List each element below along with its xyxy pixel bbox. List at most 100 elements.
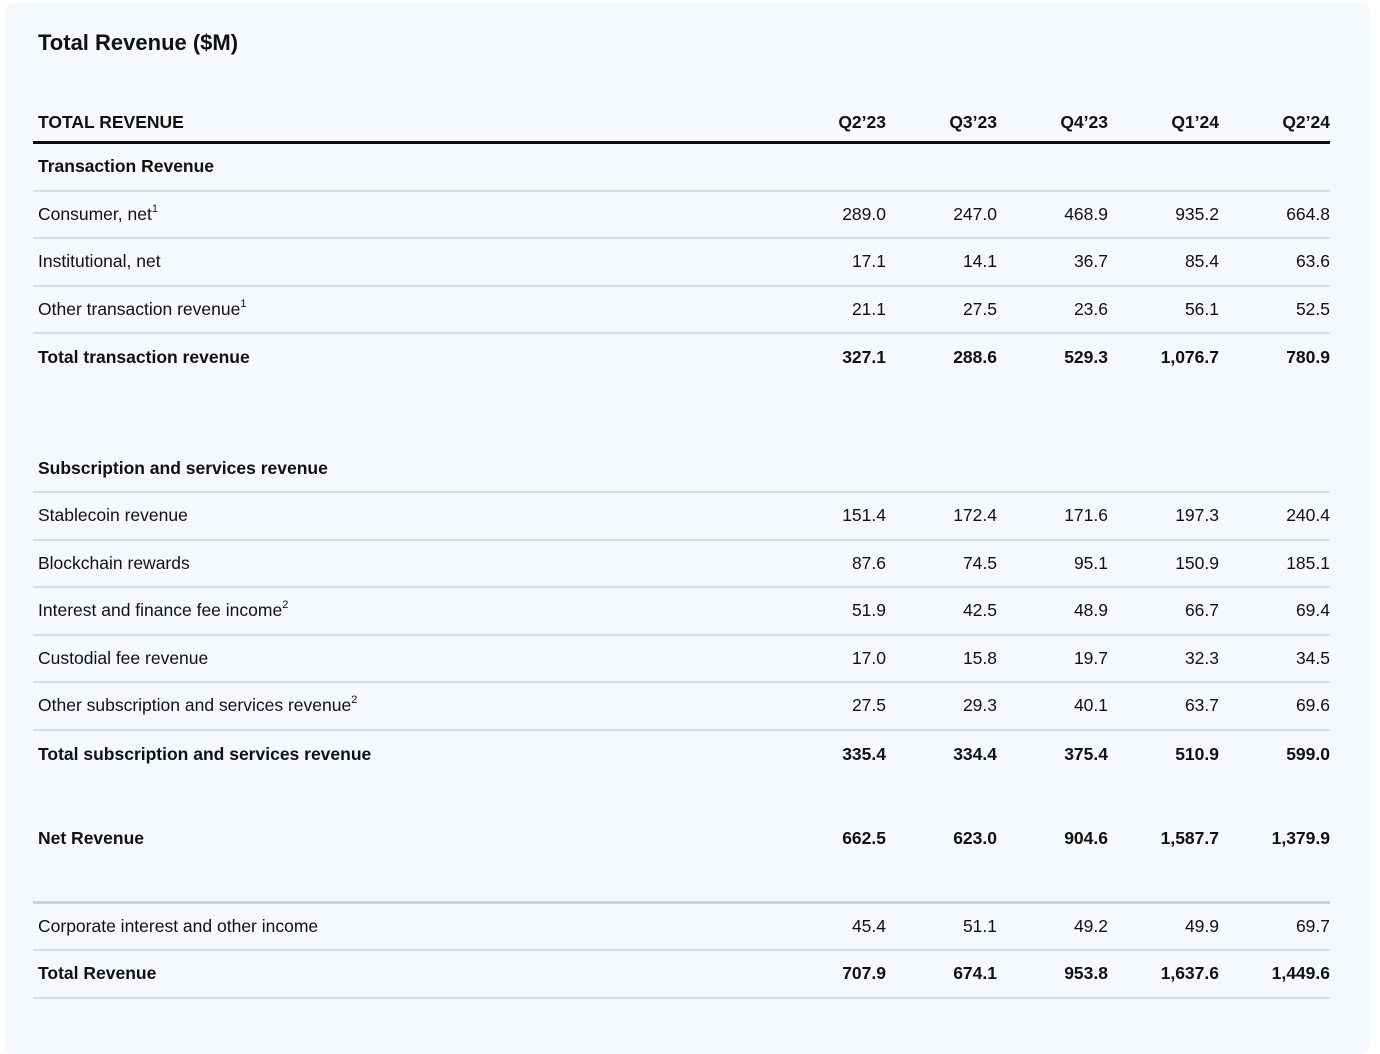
page-title: Total Revenue ($M) <box>38 30 239 55</box>
row-label: Transaction Revenue <box>38 156 215 177</box>
row-label: Total Revenue <box>38 963 157 984</box>
cell-value: 185.1 <box>1286 552 1330 573</box>
revenue-card: Total Revenue ($M) TOTAL REVENUE Q2’23 Q3… <box>5 3 1369 1054</box>
cell-value: 1,449.6 <box>1271 963 1330 984</box>
cell-value: 27.5 <box>851 695 886 716</box>
row-label: Subscription and services revenue <box>38 457 328 478</box>
cell-value: 69.4 <box>1295 600 1330 621</box>
cell-value: 40.1 <box>1073 695 1108 716</box>
cell-value: 32.3 <box>1184 647 1219 668</box>
table-row: Interest and finance fee income2 51.9 42.5… <box>33 588 1330 636</box>
cell-value: 69.7 <box>1295 915 1330 936</box>
cell-value: 247.0 <box>953 203 997 224</box>
table-row: Consumer, net1 289.0 247.0 468.9 935.2 664.8 <box>33 192 1330 239</box>
footnote-marker: 1 <box>151 202 158 215</box>
cell-value: 1,076.7 <box>1160 347 1219 368</box>
cell-value: 85.4 <box>1184 251 1219 272</box>
cell-value: 27.5 <box>962 298 997 319</box>
cell-value: 95.1 <box>1073 552 1108 573</box>
cell-value: 335.4 <box>842 743 886 764</box>
cell-value: 19.7 <box>1073 647 1108 668</box>
cell-value: 51.9 <box>851 600 886 621</box>
cell-value: 904.6 <box>1064 828 1108 849</box>
cell-value: 240.4 <box>1286 505 1330 526</box>
cell-value: 172.4 <box>953 505 997 526</box>
section-header-row: Subscription and services revenue <box>33 446 1330 493</box>
cell-value: 23.6 <box>1073 298 1108 319</box>
cell-value: 45.4 <box>851 915 886 936</box>
cell-value: 674.1 <box>953 963 997 984</box>
section-gap <box>33 382 1330 446</box>
cell-value: 15.8 <box>962 647 997 668</box>
revenue-table: TOTAL REVENUE Q2’23 Q3’23 Q4’23 Q1’24 Q2’24 … <box>33 56 1330 999</box>
cell-value: 289.0 <box>842 203 886 224</box>
cell-value: 42.5 <box>962 600 997 621</box>
thick-divider <box>33 900 1330 904</box>
cell-value: 56.1 <box>1184 298 1219 319</box>
table-row: Institutional, net 17.1 14.1 36.7 85.4 63.6 <box>33 239 1330 287</box>
cell-value: 36.7 <box>1073 251 1108 272</box>
footnote-marker: 2 <box>351 694 358 707</box>
row-label: Total subscription and services revenue <box>38 743 372 764</box>
row-label: Consumer, net1 <box>38 202 158 224</box>
cell-value: 171.6 <box>1064 505 1108 526</box>
cell-value: 29.3 <box>962 695 997 716</box>
column-header: Q1’24 <box>1171 112 1219 132</box>
table-row: Net Revenue 662.5 623.0 904.6 1,587.7 1,379.9 <box>33 815 1330 863</box>
cell-value: 63.7 <box>1184 695 1219 716</box>
cell-value: 1,637.6 <box>1160 963 1219 984</box>
cell-value: 21.1 <box>851 298 886 319</box>
cell-value: 327.1 <box>842 347 886 368</box>
column-header: Q3’23 <box>949 112 997 132</box>
table-row: Blockchain rewards 87.6 74.5 95.1 150.9 185.1 <box>33 541 1330 588</box>
cell-value: 63.6 <box>1295 251 1330 272</box>
table-row: Total subscription and services revenue 3… <box>33 731 1330 779</box>
section-header-row: Transaction Revenue <box>33 144 1330 192</box>
cell-value: 623.0 <box>953 828 997 849</box>
cell-value: 14.1 <box>962 251 997 272</box>
row-label: Interest and finance fee income2 <box>38 599 289 621</box>
cell-value: 1,587.7 <box>1160 828 1219 849</box>
cell-value: 74.5 <box>962 552 997 573</box>
cell-value: 151.4 <box>842 505 886 526</box>
row-label: Corporate interest and other income <box>38 915 319 936</box>
table-row: Corporate interest and other income 45.4 5… <box>33 904 1330 951</box>
cell-value: 529.3 <box>1064 347 1108 368</box>
table-row: Total transaction revenue 327.1 288.6 529.3… <box>33 334 1330 382</box>
row-label: Institutional, net <box>38 251 161 272</box>
cell-value: 69.6 <box>1295 695 1330 716</box>
cell-value: 288.6 <box>953 347 997 368</box>
table-header-row: TOTAL REVENUE Q2’23 Q3’23 Q4’23 Q1’24 Q2’24 <box>33 56 1330 144</box>
column-header: Q2’24 <box>1282 112 1330 132</box>
cell-value: 49.9 <box>1184 915 1219 936</box>
cell-value: 662.5 <box>842 828 886 849</box>
cell-value: 707.9 <box>842 963 886 984</box>
row-label: Other transaction revenue1 <box>38 297 247 319</box>
row-label: Blockchain rewards <box>38 552 190 573</box>
cell-value: 468.9 <box>1064 203 1108 224</box>
cell-value: 953.8 <box>1064 963 1108 984</box>
cell-value: 17.0 <box>851 647 886 668</box>
section-gap <box>33 863 1330 901</box>
table-header-label: TOTAL REVENUE <box>38 112 184 132</box>
cell-value: 17.1 <box>851 251 886 272</box>
table-body: Transaction Revenue Consumer, net1 289.0 24… <box>33 144 1330 999</box>
cell-value: 150.9 <box>1175 552 1219 573</box>
cell-value: 34.5 <box>1295 647 1330 668</box>
table-row: Stablecoin revenue 151.4 172.4 171.6 197.3 24… <box>33 493 1330 541</box>
column-header: Q4’23 <box>1060 112 1108 132</box>
cell-value: 51.1 <box>962 915 997 936</box>
cell-value: 375.4 <box>1064 743 1108 764</box>
cell-value: 52.5 <box>1295 298 1330 319</box>
cell-value: 197.3 <box>1175 505 1219 526</box>
cell-value: 664.8 <box>1286 203 1330 224</box>
cell-value: 49.2 <box>1073 915 1108 936</box>
cell-value: 48.9 <box>1073 600 1108 621</box>
row-label: Other subscription and services revenue2 <box>38 694 358 716</box>
table-row: Total Revenue 707.9 674.1 953.8 1,637.6 1,449… <box>33 951 1330 999</box>
row-label: Custodial fee revenue <box>38 647 209 668</box>
row-label: Total transaction revenue <box>38 347 250 368</box>
cell-value: 87.6 <box>851 552 886 573</box>
row-label: Stablecoin revenue <box>38 505 188 526</box>
table-row: Custodial fee revenue 17.0 15.8 19.7 32.3 34.… <box>33 636 1330 683</box>
